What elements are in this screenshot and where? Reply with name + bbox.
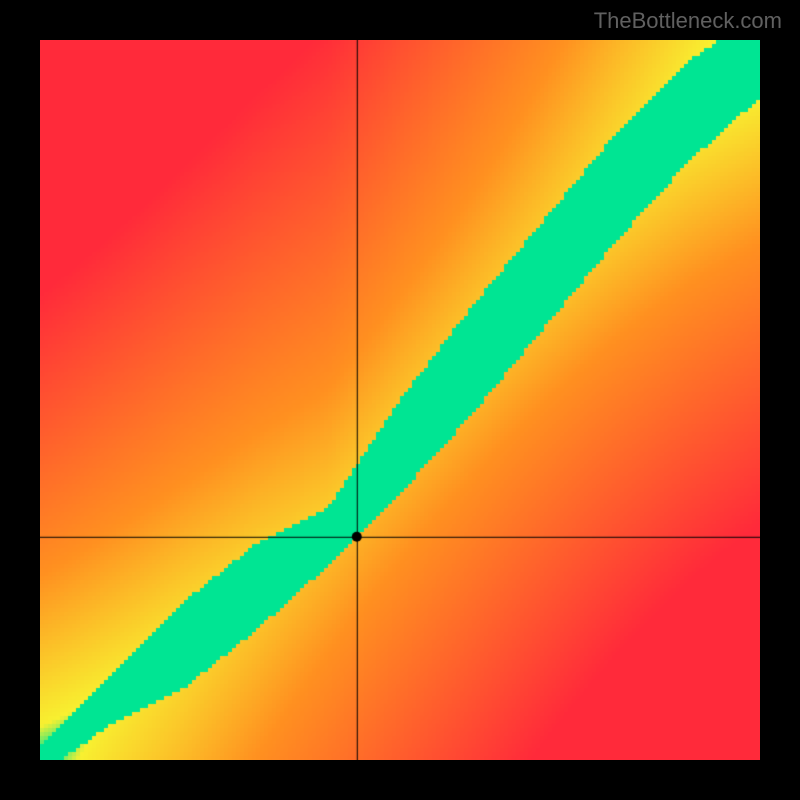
watermark-text: TheBottleneck.com — [594, 8, 782, 34]
heatmap-plot — [40, 40, 760, 760]
heatmap-canvas — [40, 40, 760, 760]
